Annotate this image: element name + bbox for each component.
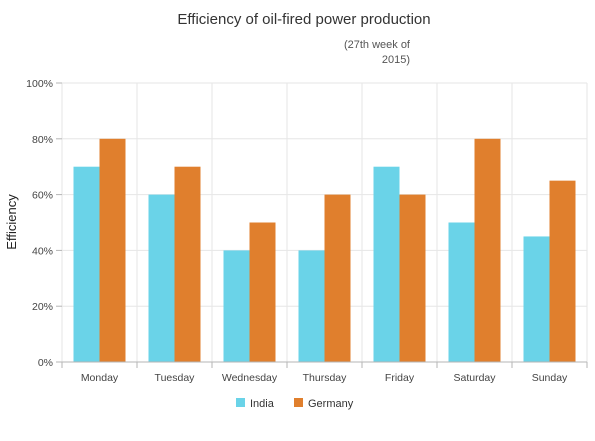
bar-germany-sunday[interactable]	[549, 180, 576, 362]
bar-india-sunday[interactable]	[523, 236, 550, 362]
y-tick-label: 80%	[32, 134, 53, 146]
bar-india-thursday[interactable]	[298, 250, 325, 362]
x-tick-label: Monday	[81, 372, 119, 384]
chart-title: Efficiency of oil-fired power production	[177, 11, 430, 28]
x-tick-label: Sunday	[532, 372, 568, 384]
bar-germany-saturday[interactable]	[474, 138, 501, 362]
x-tick-label: Wednesday	[222, 372, 278, 384]
legend: India Germany	[236, 398, 354, 410]
x-tick-marks	[61, 362, 588, 368]
bar-india-tuesday[interactable]	[148, 194, 175, 362]
bar-germany-tuesday[interactable]	[174, 166, 201, 362]
bar-germany-friday[interactable]	[399, 194, 426, 362]
legend-label: India	[250, 398, 275, 410]
x-tick-label: Tuesday	[155, 372, 196, 384]
chart-subtitle-line-1: (27th week of	[344, 39, 411, 51]
legend-item-germany[interactable]: Germany	[294, 398, 354, 410]
legend-item-india[interactable]: India	[236, 398, 275, 410]
bar-germany-monday[interactable]	[99, 138, 126, 362]
y-tick-label: 0%	[38, 357, 53, 369]
y-tick-label: 100%	[26, 78, 53, 90]
x-tick-labels: Monday Tuesday Wednesday Thursday Friday Satu…	[81, 372, 568, 384]
legend-label: Germany	[308, 398, 354, 410]
y-tick-label: 40%	[32, 245, 53, 257]
bar-germany-thursday[interactable]	[324, 194, 351, 362]
legend-swatch	[294, 398, 303, 407]
x-tick-label: Thursday	[303, 372, 348, 384]
bar-germany-wednesday[interactable]	[249, 222, 276, 363]
bar-india-wednesday[interactable]	[223, 250, 250, 362]
bar-india-monday[interactable]	[73, 166, 100, 362]
y-axis-label: Efficiency	[4, 194, 19, 250]
chart-subtitle-line-2: 2015)	[382, 54, 410, 66]
x-tick-label: Friday	[385, 372, 415, 384]
y-tick-labels: 0% 20% 40% 60% 80% 100%	[26, 78, 62, 369]
bars	[73, 138, 576, 363]
x-tick-label: Saturday	[453, 372, 496, 384]
legend-swatch	[236, 398, 245, 407]
y-tick-label: 60%	[32, 190, 53, 202]
bar-india-saturday[interactable]	[448, 222, 475, 363]
bar-india-friday[interactable]	[373, 166, 400, 362]
y-tick-label: 20%	[32, 301, 53, 313]
